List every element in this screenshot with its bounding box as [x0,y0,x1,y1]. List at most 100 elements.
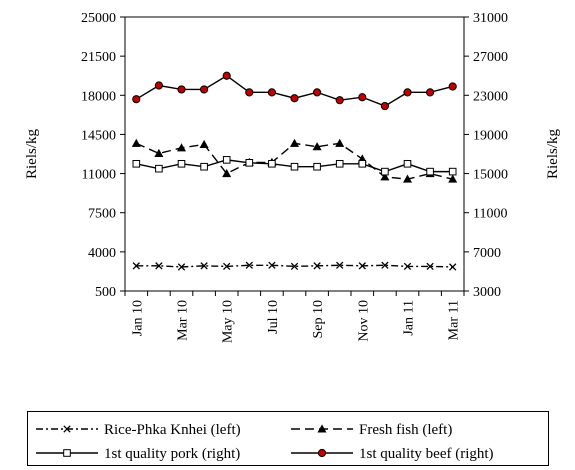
data-point [380,172,390,181]
plot-frame [124,16,465,292]
data-point [358,159,367,168]
data-point [426,88,435,97]
left-y-tick-label: 14500 [81,128,116,143]
legend-item-rice-phka-knhei-left: Rice-Phka Knhei (left) [36,422,241,438]
data-point [223,262,231,271]
data-point [132,95,141,104]
legend-label: 1st quality beef (right) [359,446,494,462]
legend-marker [63,425,71,433]
x-tick-label: Nov 10 [356,300,371,342]
data-point [222,156,231,164]
data-point [336,261,344,269]
data-point [177,159,186,168]
data-point [199,139,209,148]
series-1st-quality-beef-right [132,71,457,111]
data-point [335,159,344,168]
legend: Rice-Phka Knhei (left) Fresh fish (left) 1… [27,411,549,466]
left-y-tick-label: 25000 [81,11,116,26]
data-point [448,174,458,183]
data-point [290,262,299,271]
legend-item-1st-quality-beef-right: 1st quality beef (right) [291,446,494,462]
x-tick-label: May 10 [221,300,236,343]
data-point [403,159,412,168]
left-y-tick-label: 21500 [81,50,116,65]
data-point [448,167,457,176]
right-y-tick-label: 15000 [473,168,508,183]
x-tick-label: Jan 11 [402,300,417,336]
legend-marker [317,424,327,433]
right-y-tick-label: 19000 [473,128,508,143]
data-point [131,138,141,147]
data-point [402,174,413,183]
data-point [267,88,276,97]
data-point [426,262,434,271]
data-point [426,167,434,176]
right-y-tick-label: 23000 [473,89,508,104]
x-axis: Jan 10 Mar 10 May 10 Jul 10 Sep 10 Nov 10 Jan … [124,291,465,343]
data-point [290,162,299,171]
data-point [289,138,300,147]
data-point [380,101,389,111]
left-y-axis: 500 4000 7500 11000 14500 18000 21500 25000 [81,11,125,300]
legend-label: Fresh fish (left) [359,422,452,438]
legend-item-fresh-fish-left: Fresh fish (left) [291,422,452,438]
data-point [290,94,299,103]
left-y-tick-label: 18000 [81,89,116,104]
legend-marker [63,449,71,457]
left-y-tick-label: 500 [95,285,116,300]
right-y-axis: 3000 7000 11000 15000 19000 23000 27000 31000 [464,11,508,300]
right-y-tick-label: 31000 [473,11,508,26]
x-tick-label: Jul 10 [266,300,281,334]
left-y-tick-label: 4000 [88,246,116,261]
x-tick-label: Jan 10 [130,300,145,336]
right-y-tick-label: 3000 [473,285,501,300]
data-point [312,142,322,151]
data-point [200,162,208,171]
legend-label: 1st quality pork (right) [104,446,240,462]
left-y-tick-label: 11000 [82,168,116,183]
series-1st-quality-pork-right [132,156,457,176]
data-point [200,262,208,270]
data-point [154,148,164,157]
data-point [448,82,457,91]
series-rice-phka-knhei-left [132,261,457,271]
data-point [245,88,254,97]
data-point [403,262,412,271]
x-tick-label: Mar 10 [176,300,191,341]
data-point [335,96,344,105]
data-point [132,159,141,168]
x-tick-label: Mar 11 [447,300,462,340]
data-point [268,261,276,269]
legend-label: Rice-Phka Knhei (left) [104,422,241,438]
left-y-tick-label: 7500 [88,207,116,222]
data-point [381,261,389,269]
data-point [358,262,366,270]
data-point [268,159,276,168]
data-point [177,85,186,94]
series-layer [131,71,458,271]
data-point [313,88,322,97]
data-point [358,93,367,102]
data-point [245,159,254,167]
data-point [335,138,345,147]
data-point [449,263,457,271]
data-point [403,88,412,97]
left-y-axis-label: Riels/kg [24,129,40,180]
data-point [177,263,186,271]
right-y-tick-label: 7000 [473,246,501,261]
data-point [245,261,253,269]
data-point [222,168,232,178]
data-point [132,262,140,270]
legend-entries: Rice-Phka Knhei (left) Fresh fish (left) 1… [36,422,494,462]
x-tick-label: Sep 10 [311,300,326,339]
data-point [381,167,389,176]
right-y-axis-label: Riels/kg [545,129,561,180]
right-y-tick-label: 27000 [473,50,508,65]
data-point [155,262,163,270]
legend-marker [317,448,327,458]
data-point [155,164,163,173]
data-point [222,71,231,80]
data-point [313,262,321,270]
data-point [313,162,321,171]
data-point [154,81,163,90]
